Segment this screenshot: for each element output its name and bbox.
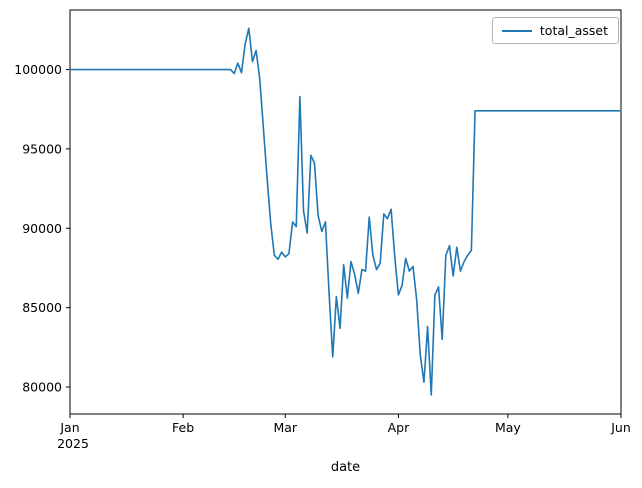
x-tick-label: Jun <box>610 420 631 435</box>
x-axis-label: date <box>331 460 360 475</box>
legend-line-sample <box>501 29 532 32</box>
y-tick-label: 100000 <box>14 62 62 77</box>
legend-label: total_asset <box>539 23 608 38</box>
y-tick-label: 90000 <box>22 221 62 236</box>
series-line-total_asset <box>69 27 622 396</box>
legend: total_asset <box>491 17 619 44</box>
axes-spines <box>69 9 622 415</box>
x-tick-label: Apr <box>388 420 410 435</box>
x-tick-label: Jan <box>59 420 79 435</box>
x-tick-label: Mar <box>273 420 297 435</box>
x-tick-label: Feb <box>172 420 194 435</box>
y-tick-label: 95000 <box>22 141 62 156</box>
y-tick-label: 80000 <box>22 380 62 395</box>
y-tick-label: 85000 <box>22 300 62 315</box>
x-tick-label: May <box>495 420 521 435</box>
x-tick-year-label: 2025 <box>57 436 89 451</box>
